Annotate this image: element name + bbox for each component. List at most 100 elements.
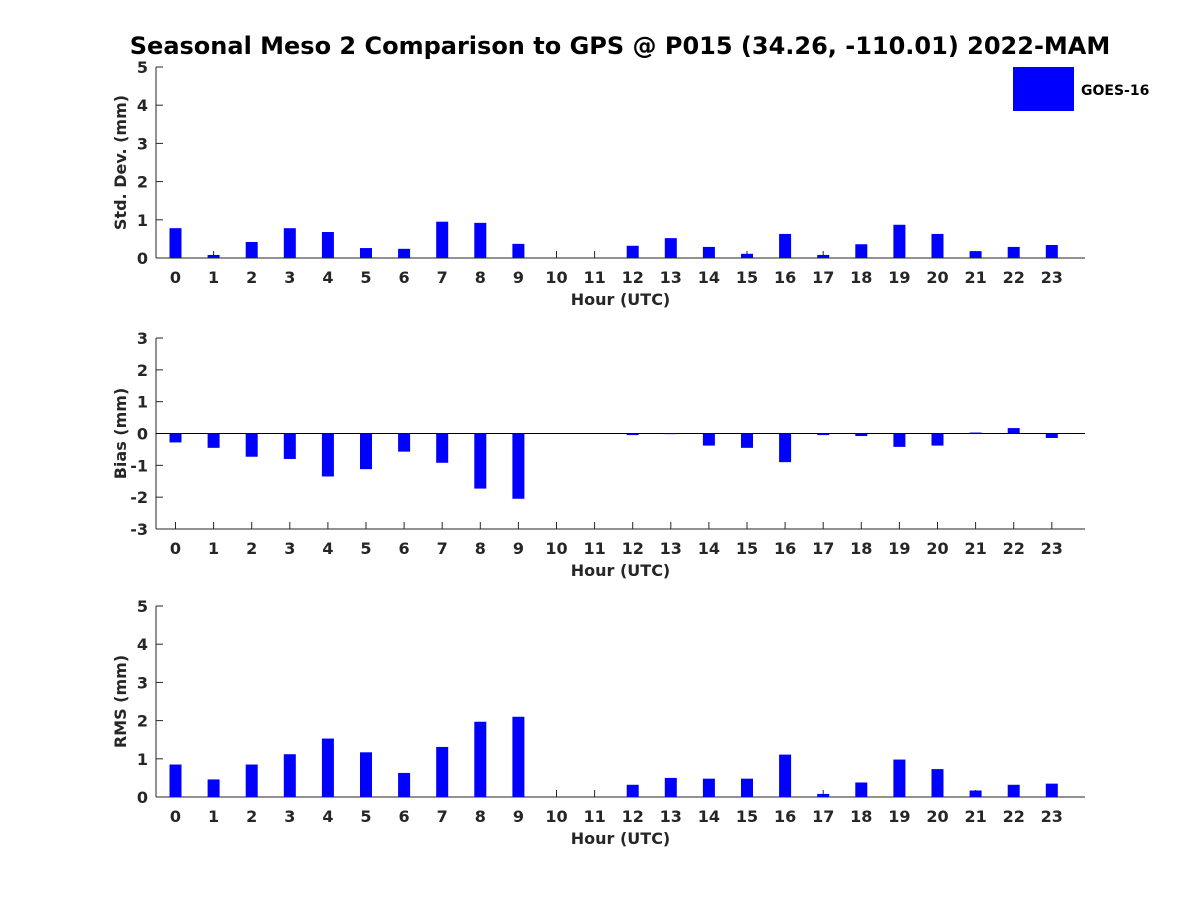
y-tick-label: 1 [137, 750, 148, 769]
bar-1-20 [931, 433, 944, 446]
bar-0-6 [398, 248, 411, 258]
bar-1-8 [474, 433, 487, 489]
x-tick-label: 2 [246, 268, 257, 287]
x-tick-label: 23 [1041, 807, 1063, 826]
bar-2-1 [207, 779, 220, 797]
x-tick-label: 8 [475, 539, 486, 558]
y-tick-label: 0 [137, 788, 148, 807]
x-tick-label: 17 [812, 539, 834, 558]
bar-0-8 [474, 222, 487, 258]
x-tick-label: 11 [583, 807, 605, 826]
bar-0-2 [245, 241, 258, 258]
legend: GOES-16 [1013, 67, 1149, 111]
y-tick-label: 5 [137, 58, 148, 77]
bar-1-4 [321, 433, 334, 477]
x-tick-label: 0 [170, 539, 181, 558]
x-tick-label: 22 [1003, 807, 1025, 826]
bar-1-12 [626, 433, 639, 436]
x-tick-label: 4 [322, 268, 333, 287]
bar-2-9 [512, 716, 525, 797]
x-tick-label: 3 [284, 807, 295, 826]
x-tick-label: 5 [360, 539, 371, 558]
x-axis-label: Hour (UTC) [571, 561, 671, 580]
x-tick-label: 20 [926, 268, 948, 287]
x-tick-label: 1 [208, 807, 219, 826]
bar-0-1 [207, 254, 220, 258]
bar-0-17 [817, 254, 830, 258]
y-tick-label: 0 [137, 425, 148, 444]
x-tick-label: 5 [360, 807, 371, 826]
x-tick-label: 6 [399, 268, 410, 287]
y-tick-label: 4 [137, 96, 148, 115]
bar-2-5 [360, 752, 372, 797]
x-tick-label: 12 [622, 807, 644, 826]
x-tick-label: 9 [513, 807, 524, 826]
bar-0-7 [436, 221, 449, 258]
y-tick-label: 4 [137, 635, 148, 654]
bar-2-22 [1007, 784, 1020, 797]
bar-1-21 [969, 432, 982, 434]
bar-1-16 [779, 433, 792, 463]
y-axis-label: Bias (mm) [111, 388, 130, 480]
y-axis-label: RMS (mm) [111, 655, 130, 748]
bar-1-13 [664, 433, 677, 435]
x-tick-label: 1 [208, 539, 219, 558]
x-tick-label: 18 [850, 807, 872, 826]
bar-0-18 [855, 244, 868, 258]
bar-2-13 [664, 777, 677, 797]
x-tick-label: 18 [850, 268, 872, 287]
bar-0-16 [779, 233, 792, 258]
x-tick-label: 14 [698, 539, 720, 558]
bar-2-3 [283, 754, 296, 797]
bar-0-3 [283, 228, 296, 258]
x-tick-label: 15 [736, 268, 758, 287]
x-tick-label: 17 [812, 807, 834, 826]
bar-1-6 [398, 433, 411, 452]
x-tick-label: 7 [437, 807, 448, 826]
bar-2-23 [1045, 783, 1058, 797]
bar-2-20 [931, 769, 944, 797]
x-tick-label: 12 [622, 268, 644, 287]
x-tick-label: 0 [170, 268, 181, 287]
x-tick-label: 13 [660, 539, 682, 558]
bar-2-21 [969, 790, 982, 797]
x-tick-label: 15 [736, 807, 758, 826]
bar-1-9 [512, 433, 525, 499]
bar-1-2 [245, 433, 258, 457]
x-tick-label: 16 [774, 268, 796, 287]
x-tick-label: 3 [284, 539, 295, 558]
y-axis-label: Std. Dev. (mm) [111, 95, 130, 230]
bar-2-14 [702, 778, 715, 797]
bar-1-0 [169, 433, 182, 443]
x-tick-label: 4 [322, 807, 333, 826]
bar-2-2 [245, 764, 258, 797]
x-tick-label: 9 [513, 268, 524, 287]
bar-0-20 [931, 233, 944, 258]
chart-title: Seasonal Meso 2 Comparison to GPS @ P015… [130, 32, 1111, 60]
x-tick-label: 10 [545, 268, 567, 287]
y-tick-label: -1 [130, 456, 148, 475]
bar-0-19 [893, 224, 906, 258]
x-tick-label: 2 [246, 807, 257, 826]
bar-1-23 [1045, 433, 1058, 438]
x-tick-label: 19 [888, 807, 910, 826]
x-tick-label: 14 [698, 807, 720, 826]
x-tick-label: 13 [660, 807, 682, 826]
y-tick-label: 2 [137, 173, 148, 192]
x-tick-label: 8 [475, 807, 486, 826]
x-tick-label: 21 [964, 268, 986, 287]
y-tick-label: -3 [130, 520, 148, 539]
bar-2-7 [436, 746, 449, 797]
x-tick-label: 9 [513, 539, 524, 558]
x-tick-label: 23 [1041, 268, 1063, 287]
x-tick-label: 19 [888, 268, 910, 287]
bar-2-6 [398, 772, 411, 797]
bar-2-0 [169, 764, 182, 797]
bar-0-23 [1045, 245, 1058, 258]
legend-label: GOES-16 [1081, 83, 1149, 99]
bar-2-19 [893, 759, 906, 797]
x-tick-label: 6 [399, 539, 410, 558]
